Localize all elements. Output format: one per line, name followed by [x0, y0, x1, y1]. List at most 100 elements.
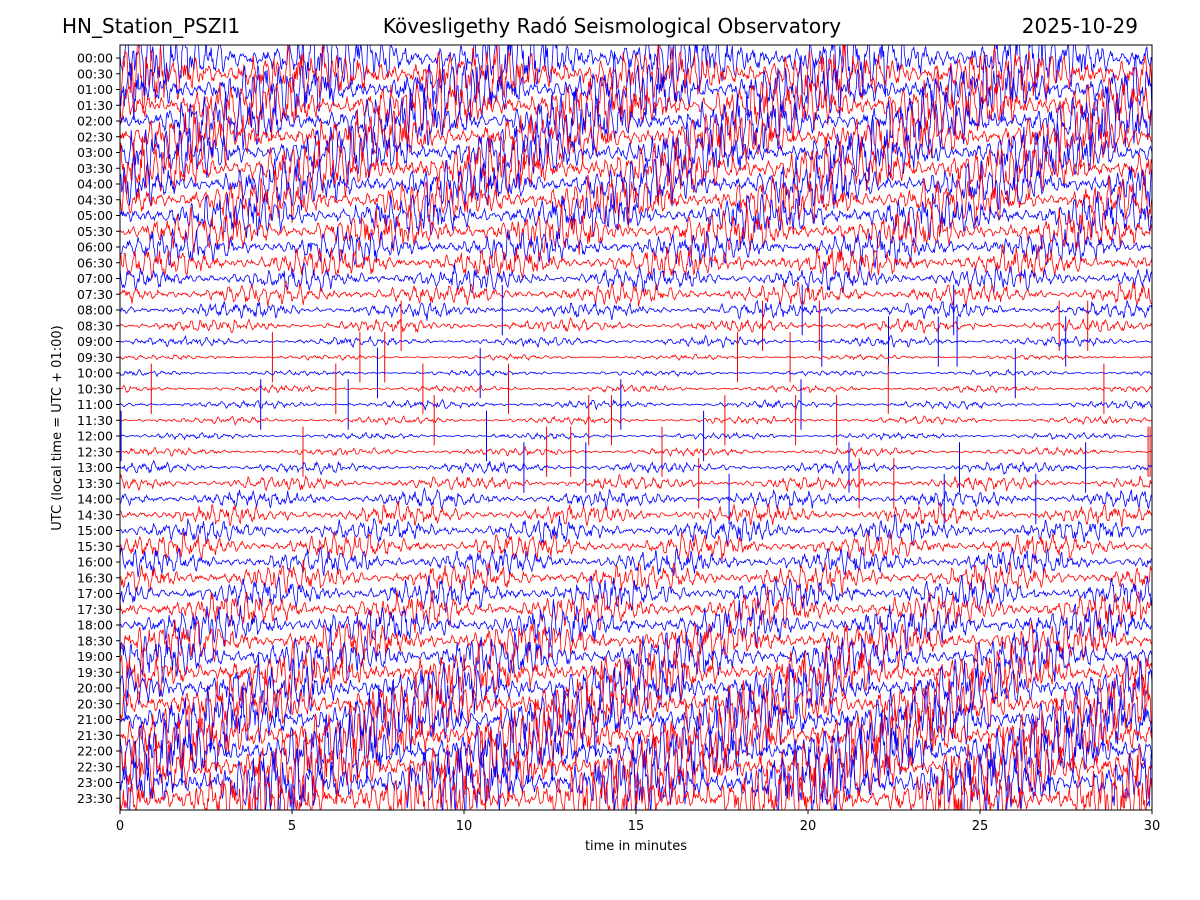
seismogram-traces	[120, 45, 1152, 810]
y-tick-label: 22:30	[77, 759, 113, 774]
y-tick-label: 12:30	[77, 444, 113, 459]
trace-0800	[120, 299, 1152, 321]
trace-2030	[120, 660, 1152, 742]
y-tick-label: 08:30	[77, 318, 113, 333]
trace-0900	[120, 334, 1152, 349]
trace-1130	[120, 415, 1152, 426]
x-axis-label: time in minutes	[585, 839, 687, 854]
trace-1230	[120, 445, 1152, 458]
trace-1400	[120, 486, 1152, 510]
y-tick-label: 13:30	[77, 476, 113, 491]
trace-1600	[120, 546, 1152, 578]
y-tick-label: 03:00	[77, 145, 113, 160]
y-tick-label: 03:30	[77, 161, 113, 176]
y-tick-label: 05:30	[77, 224, 113, 239]
y-tick-label: 17:00	[77, 586, 113, 601]
station-name: HN_Station_PSZI1	[62, 14, 241, 38]
y-tick-label: 10:30	[77, 381, 113, 396]
y-tick-label: 06:00	[77, 240, 113, 255]
y-tick-label: 16:30	[77, 570, 113, 585]
trace-1100	[120, 398, 1152, 412]
y-tick-label: 13:00	[77, 460, 113, 475]
x-tick-label: 0	[116, 819, 124, 834]
y-axis: 00:0000:3001:0001:3002:0002:3003:0003:30…	[77, 51, 120, 806]
y-axis-label: UTC (local time = UTC + 01:00)	[50, 325, 65, 530]
y-tick-label: 11:00	[77, 397, 113, 412]
y-tick-label: 22:00	[77, 744, 113, 759]
x-tick-label: 5	[288, 819, 296, 834]
x-tick-label: 30	[1144, 819, 1161, 834]
y-tick-label: 11:30	[77, 413, 113, 428]
trace-2300	[120, 739, 1152, 810]
y-tick-label: 01:00	[77, 82, 113, 97]
y-tick-label: 07:00	[77, 271, 113, 286]
y-tick-label: 07:30	[77, 287, 113, 302]
trace-2330	[120, 754, 1152, 810]
y-tick-label: 12:00	[77, 429, 113, 444]
y-tick-label: 15:30	[77, 539, 113, 554]
trace-0830	[120, 317, 1152, 335]
y-tick-label: 20:00	[77, 681, 113, 696]
trace-0200	[120, 85, 1152, 157]
trace-1830	[120, 619, 1152, 669]
y-tick-label: 18:30	[77, 633, 113, 648]
trace-1730	[120, 586, 1152, 633]
x-tick-label: 25	[972, 819, 989, 834]
x-tick-label: 15	[628, 819, 645, 834]
trace-1800	[120, 599, 1152, 649]
trace-0130	[120, 68, 1152, 142]
y-tick-label: 15:00	[77, 523, 113, 538]
trace-0030	[120, 45, 1152, 111]
trace-2000	[120, 655, 1152, 722]
y-tick-label: 02:30	[77, 129, 113, 144]
trace-1030	[120, 383, 1152, 394]
y-tick-label: 23:00	[77, 775, 113, 790]
y-tick-label: 08:00	[77, 303, 113, 318]
trace-0500	[120, 190, 1152, 241]
y-tick-label: 00:00	[77, 51, 113, 66]
trace-1700	[120, 574, 1152, 613]
trace-2130	[120, 698, 1152, 774]
y-tick-label: 14:30	[77, 507, 113, 522]
x-tick-label: 10	[456, 819, 473, 834]
trace-0730	[120, 280, 1152, 307]
y-tick-label: 06:30	[77, 255, 113, 270]
trace-1300	[120, 459, 1152, 476]
trace-1630	[120, 559, 1152, 595]
x-tick-label: 20	[800, 819, 817, 834]
y-tick-label: 21:30	[77, 728, 113, 743]
chart-title: Kövesligethy Radó Seismological Observat…	[382, 14, 842, 38]
trace-2100	[120, 679, 1152, 758]
trace-1530	[120, 531, 1152, 563]
y-tick-label: 09:30	[77, 350, 113, 365]
trace-0430	[120, 169, 1152, 229]
y-tick-label: 14:00	[77, 492, 113, 507]
y-tick-label: 01:30	[77, 98, 113, 113]
y-tick-label: 19:30	[77, 665, 113, 680]
y-tick-label: 20:30	[77, 696, 113, 711]
trace-0930	[120, 353, 1152, 362]
trace-0630	[120, 243, 1152, 284]
trace-1500	[120, 514, 1152, 547]
y-tick-label: 16:00	[77, 555, 113, 570]
y-tick-label: 23:30	[77, 791, 113, 806]
chart-date: 2025-10-29	[1021, 14, 1138, 38]
y-tick-label: 05:00	[77, 208, 113, 223]
y-tick-label: 09:00	[77, 334, 113, 349]
y-tick-label: 19:00	[77, 649, 113, 664]
trace-1200	[120, 431, 1152, 441]
y-tick-label: 04:30	[77, 192, 113, 207]
trace-0230	[120, 103, 1152, 170]
trace-1330	[120, 473, 1152, 493]
y-tick-label: 02:00	[77, 114, 113, 129]
trace-1000	[120, 368, 1152, 378]
trace-0530	[120, 204, 1152, 255]
y-tick-label: 21:00	[77, 712, 113, 727]
y-tick-label: 18:00	[77, 618, 113, 633]
trace-0600	[120, 226, 1152, 269]
trace-1430	[120, 500, 1152, 528]
y-tick-label: 00:30	[77, 66, 113, 81]
y-tick-label: 04:00	[77, 177, 113, 192]
y-tick-label: 10:00	[77, 366, 113, 381]
